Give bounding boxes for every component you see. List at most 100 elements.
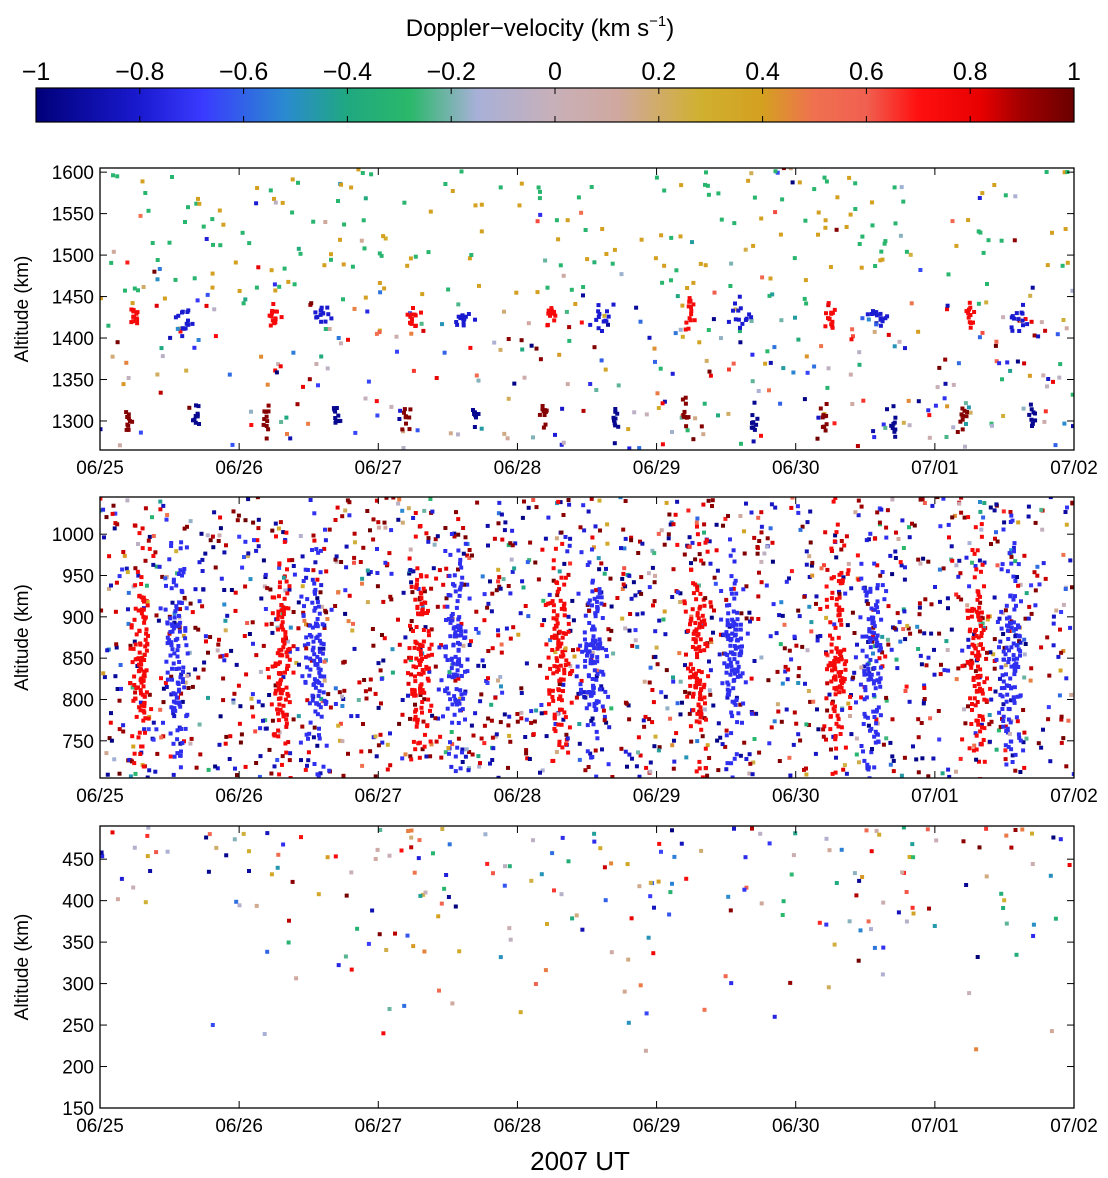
data-point bbox=[317, 726, 321, 731]
data-point bbox=[138, 658, 143, 663]
data-point bbox=[732, 621, 737, 626]
data-point bbox=[981, 515, 986, 520]
data-point bbox=[430, 652, 434, 657]
data-point bbox=[859, 561, 864, 566]
data-point bbox=[149, 707, 154, 712]
data-point bbox=[283, 634, 288, 639]
colorbar-tick-label: −1 bbox=[22, 58, 51, 86]
data-point bbox=[315, 596, 320, 601]
data-point bbox=[917, 612, 922, 617]
data-point bbox=[966, 637, 971, 642]
data-point bbox=[310, 577, 315, 582]
data-point bbox=[834, 602, 839, 607]
data-point bbox=[138, 688, 143, 693]
data-point bbox=[697, 766, 702, 771]
data-point bbox=[490, 591, 495, 596]
data-point bbox=[128, 774, 133, 778]
data-point bbox=[349, 870, 354, 875]
data-point bbox=[500, 537, 505, 542]
data-point bbox=[784, 707, 789, 712]
data-point bbox=[734, 627, 739, 632]
data-point bbox=[171, 580, 176, 585]
data-point bbox=[262, 417, 267, 422]
data-point bbox=[451, 661, 456, 666]
data-point bbox=[729, 761, 734, 766]
data-point bbox=[884, 525, 889, 530]
data-point bbox=[719, 217, 724, 222]
data-point bbox=[870, 223, 875, 228]
data-point bbox=[569, 287, 574, 292]
data-point bbox=[1012, 238, 1017, 243]
data-point bbox=[210, 534, 215, 539]
data-point bbox=[792, 634, 797, 639]
data-point bbox=[725, 687, 730, 692]
data-point bbox=[257, 774, 262, 778]
data-point bbox=[462, 582, 467, 587]
data-point bbox=[945, 648, 950, 652]
data-point bbox=[420, 747, 425, 752]
data-point bbox=[672, 759, 677, 764]
data-point bbox=[349, 967, 354, 972]
data-point bbox=[789, 569, 794, 574]
data-point bbox=[387, 1007, 392, 1011]
data-point bbox=[344, 565, 349, 570]
data-point bbox=[566, 498, 571, 502]
data-point bbox=[384, 497, 389, 500]
data-point bbox=[437, 988, 441, 993]
data-point bbox=[133, 696, 138, 701]
data-point bbox=[168, 731, 173, 736]
data-point bbox=[944, 639, 949, 644]
data-point bbox=[228, 734, 233, 739]
data-point bbox=[796, 510, 801, 515]
data-point bbox=[452, 534, 457, 539]
data-point bbox=[864, 695, 869, 700]
data-point bbox=[972, 632, 977, 637]
data-point bbox=[585, 563, 590, 567]
data-point bbox=[982, 697, 987, 702]
data-point bbox=[992, 595, 997, 600]
data-point bbox=[561, 677, 566, 682]
data-point bbox=[1022, 730, 1027, 735]
data-point bbox=[449, 614, 454, 619]
data-point bbox=[1009, 845, 1014, 850]
data-point bbox=[620, 587, 625, 591]
data-point bbox=[689, 305, 693, 309]
data-point bbox=[579, 687, 583, 692]
data-point bbox=[1053, 916, 1058, 921]
data-point bbox=[318, 667, 323, 672]
data-point bbox=[1022, 652, 1027, 657]
data-point bbox=[477, 764, 482, 769]
data-point bbox=[341, 297, 345, 302]
data-point bbox=[728, 643, 733, 648]
colorbar: Doppler−velocity (km s−1) −1 −0.8 −0.6 −0.4… bbox=[22, 13, 1081, 123]
data-point bbox=[247, 849, 251, 854]
data-point bbox=[318, 771, 323, 776]
data-point bbox=[850, 327, 855, 332]
data-point bbox=[695, 613, 700, 618]
data-point bbox=[273, 288, 278, 293]
data-point bbox=[336, 723, 341, 728]
data-point bbox=[840, 607, 845, 612]
data-point bbox=[916, 770, 921, 775]
data-point bbox=[725, 653, 730, 657]
data-point bbox=[449, 666, 454, 671]
data-point bbox=[832, 709, 837, 714]
data-point bbox=[534, 346, 539, 351]
data-point bbox=[588, 661, 593, 666]
data-point bbox=[667, 912, 672, 917]
data-point bbox=[459, 674, 464, 678]
data-point bbox=[901, 546, 906, 550]
data-point bbox=[735, 674, 740, 679]
data-point bbox=[595, 655, 600, 660]
data-point bbox=[421, 892, 426, 897]
data-point bbox=[593, 708, 598, 712]
data-point bbox=[270, 611, 275, 616]
data-point bbox=[719, 336, 723, 341]
data-point bbox=[920, 756, 925, 761]
data-point bbox=[435, 604, 440, 609]
data-point bbox=[506, 765, 510, 770]
data-point bbox=[691, 708, 696, 713]
data-point bbox=[314, 636, 319, 640]
data-point bbox=[1017, 735, 1022, 740]
data-point bbox=[702, 682, 707, 687]
